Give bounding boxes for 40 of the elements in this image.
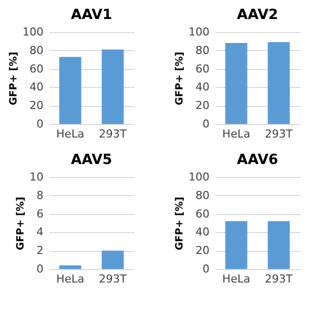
chart-title: AAV5 [70, 152, 112, 168]
y-tick-label: 10 [30, 170, 44, 184]
y-axis-title: GFP+ [%] [16, 196, 27, 250]
chart-title: AAV2 [236, 7, 278, 23]
y-tick-label: 20 [196, 99, 210, 112]
x-tick-label: HeLa [56, 128, 84, 140]
x-tick-label: HeLa [222, 128, 250, 140]
chart-title: AAV6 [236, 152, 278, 168]
y-axis-title: GFP+ [%] [8, 52, 20, 106]
chart-title: AAV1 [70, 7, 112, 23]
y-tick-label: 8 [36, 188, 44, 202]
y-tick-label: 40 [196, 226, 210, 239]
y-tick-label: 0 [202, 118, 210, 130]
y-tick-label: 6 [36, 207, 44, 220]
x-tick-label: 293T [264, 272, 293, 286]
y-tick-label: 40 [30, 80, 44, 94]
y-tick-label: 80 [196, 188, 210, 202]
y-tick-label: 80 [30, 44, 44, 57]
y-axis-title: GFP+ [%] [174, 52, 186, 106]
y-tick-label: 20 [196, 244, 210, 258]
y-tick-label: 2 [36, 244, 44, 258]
y-tick-label: 4 [36, 226, 44, 239]
x-tick-label: 293T [264, 128, 293, 140]
y-tick-label: 60 [196, 207, 210, 220]
y-tick-label: 100 [22, 26, 44, 38]
y-tick-label: 100 [188, 170, 210, 184]
y-tick-label: 0 [36, 262, 44, 276]
y-tick-label: 60 [30, 62, 44, 76]
y-tick-label: 100 [188, 26, 210, 38]
y-tick-label: 60 [196, 62, 210, 76]
x-tick-label: HeLa [56, 272, 84, 286]
x-tick-label: 293T [98, 128, 127, 140]
y-axis-title: GFP+ [%] [174, 196, 186, 250]
x-tick-label: HeLa [222, 272, 250, 286]
y-tick-label: 80 [196, 44, 210, 57]
x-tick-label: 293T [98, 272, 127, 286]
y-tick-label: 20 [30, 99, 44, 112]
y-tick-label: 0 [36, 118, 44, 130]
y-tick-label: 0 [202, 262, 210, 276]
y-tick-label: 40 [196, 80, 210, 94]
